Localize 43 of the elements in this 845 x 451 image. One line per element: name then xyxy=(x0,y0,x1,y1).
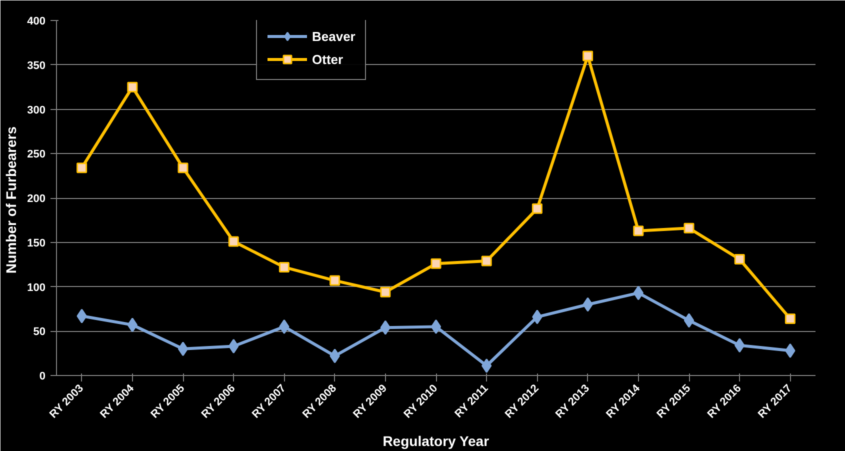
point xyxy=(784,313,796,324)
point xyxy=(330,348,340,364)
point xyxy=(734,338,745,353)
point xyxy=(178,162,188,174)
point xyxy=(380,286,391,298)
point xyxy=(330,275,340,286)
point xyxy=(279,319,290,334)
point xyxy=(785,343,796,358)
point xyxy=(430,258,442,269)
point xyxy=(380,320,390,335)
y-tick-label: 350 xyxy=(27,60,46,72)
y-tick-label: 300 xyxy=(27,104,46,116)
point xyxy=(76,162,88,174)
point xyxy=(482,358,492,373)
y-tick-label: 400 xyxy=(27,16,46,28)
y-tick-label: 250 xyxy=(27,148,46,161)
x-axis-title: Regulatory Year xyxy=(382,432,490,449)
point xyxy=(684,222,694,234)
point xyxy=(178,342,188,356)
point xyxy=(76,308,87,324)
point xyxy=(633,286,644,300)
point xyxy=(127,318,138,332)
point xyxy=(582,50,594,62)
y-tick-label: 0 xyxy=(39,370,46,382)
point xyxy=(228,338,239,354)
point xyxy=(228,236,239,247)
y-tick-label: 150 xyxy=(27,237,46,250)
point xyxy=(430,319,442,334)
y-tick-label: 100 xyxy=(27,282,46,294)
y-tick-label: 50 xyxy=(33,326,46,338)
legend-label: Otter xyxy=(312,52,344,66)
y-axis-title: Number of Furbearers xyxy=(3,126,20,274)
point xyxy=(532,203,542,214)
point xyxy=(633,226,644,236)
point xyxy=(278,262,290,272)
point xyxy=(582,297,593,312)
point xyxy=(734,254,745,264)
point xyxy=(684,313,694,328)
point xyxy=(127,82,138,92)
legend-label: Beaver xyxy=(312,28,356,44)
point xyxy=(481,256,492,266)
point xyxy=(532,310,542,324)
y-tick-label: 200 xyxy=(27,193,46,205)
